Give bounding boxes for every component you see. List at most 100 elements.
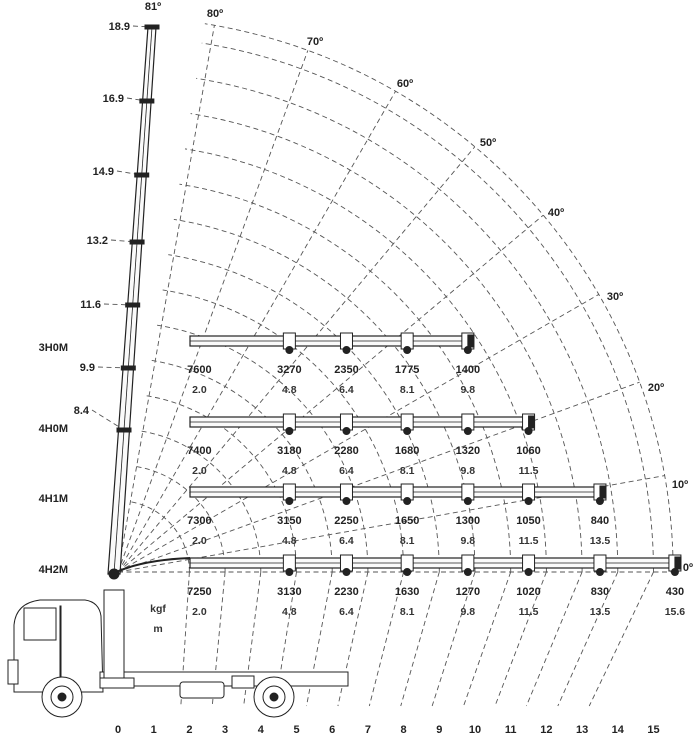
radius-value: 15.6 (665, 606, 686, 618)
radius-value: 11.5 (519, 606, 539, 618)
boom-cylinder (285, 427, 294, 435)
config-label: 4H1M (39, 493, 68, 505)
boom-cylinder (342, 568, 351, 576)
boom-section-joint (116, 427, 132, 433)
truck-box (231, 675, 255, 689)
boom-cylinder (403, 346, 412, 354)
x-tick-label: 6 (329, 724, 335, 736)
x-tick-label: 5 (293, 724, 299, 736)
angle-ray (117, 146, 476, 573)
unit-radius-label: m (153, 623, 162, 635)
load-value: 3270 (277, 364, 301, 376)
radius-value: 9.8 (461, 535, 476, 547)
reach-arc (134, 465, 226, 573)
load-value: 1270 (456, 586, 480, 598)
height-label: 8.4 (74, 405, 90, 417)
boom-cylinder (524, 568, 533, 576)
load-value: 3150 (277, 515, 301, 527)
angle-ray (117, 294, 599, 573)
angle-label: 40º (548, 207, 564, 219)
radius-value: 11.5 (519, 535, 539, 547)
boom-cylinder (403, 497, 412, 505)
boom-section-joint (129, 239, 145, 245)
angle-ray (117, 381, 640, 573)
height-leader (103, 303, 133, 306)
boom-cylinder (342, 497, 351, 505)
main-boom-line (113, 26, 153, 575)
load-value: 1400 (456, 364, 480, 376)
height-label: 18.9 (109, 21, 130, 33)
boom-section-joint (144, 24, 160, 30)
config-label: 3H0M (39, 342, 68, 354)
load-value: 2280 (334, 445, 358, 457)
boom-section-joint (120, 365, 136, 371)
height-label: 14.9 (93, 166, 114, 178)
load-value: 1320 (456, 445, 480, 457)
x-tick-label: 12 (540, 724, 552, 736)
boom-cylinder (524, 427, 533, 435)
x-tick-label: 9 (436, 724, 442, 736)
radius-value: 6.4 (339, 606, 354, 618)
config-label: 4H2M (39, 564, 68, 576)
reach-arc (140, 430, 262, 573)
radius-value: 8.1 (400, 606, 415, 618)
reach-arc (196, 77, 619, 573)
boom-cylinder (285, 346, 294, 354)
config-label: 4H0M (39, 423, 68, 435)
radius-value: 2.0 (192, 465, 207, 477)
angle-ray (117, 50, 309, 573)
radius-value: 8.1 (400, 384, 415, 396)
boom-cylinder (463, 568, 472, 576)
height-leader (132, 25, 153, 28)
load-value: 1300 (456, 515, 480, 527)
load-value: 840 (591, 515, 609, 527)
boom-cylinder (403, 427, 412, 435)
radius-value: 4.8 (282, 465, 297, 477)
angle-label: 10º (672, 479, 688, 491)
crane-column (103, 589, 125, 683)
load-value: 1060 (516, 445, 540, 457)
reach-arc-drop (525, 571, 583, 707)
boom-cylinder (670, 568, 679, 576)
truck-illustration (7, 589, 349, 718)
reach-arc (184, 148, 547, 573)
x-tick-label: 3 (222, 724, 228, 736)
radius-value: 9.8 (461, 606, 476, 618)
radius-value: 6.4 (339, 535, 354, 547)
cab-grille (7, 659, 19, 685)
crane-outrigger (99, 677, 135, 689)
load-value: 1775 (395, 364, 419, 376)
load-value: 7600 (187, 364, 211, 376)
boom-tip (528, 415, 536, 429)
radius-value: 6.4 (339, 384, 354, 396)
x-tick-label: 4 (258, 724, 265, 736)
x-tick-label: 1 (151, 724, 157, 736)
unit-load-label: kgf (150, 603, 166, 615)
cab-door-line (59, 605, 62, 685)
reach-arc (190, 113, 583, 573)
radius-value: 13.5 (590, 535, 611, 547)
rear-wheel (253, 676, 295, 718)
chart-labels: 81º80º70º60º50º40º30º20º10º0º18.916.914.… (39, 1, 693, 736)
angle-label: 60º (397, 78, 413, 90)
load-value: 830 (591, 586, 609, 598)
load-value: 3180 (277, 445, 301, 457)
load-value: 1050 (516, 515, 540, 527)
reach-arc-drop (400, 571, 440, 707)
boom-cylinder (285, 497, 294, 505)
reach-arc-drop (557, 571, 619, 707)
load-value: 430 (666, 586, 684, 598)
load-value: 1650 (395, 515, 419, 527)
boom-cylinder (342, 346, 351, 354)
reach-arc-drop (588, 571, 654, 707)
load-value: 7400 (187, 445, 211, 457)
boom-cylinder (463, 497, 472, 505)
load-value: 3130 (277, 586, 301, 598)
angle-label: 30º (607, 291, 623, 303)
boom-section-joint (139, 98, 155, 104)
front-wheel (41, 676, 83, 718)
angle-label: 50º (480, 137, 496, 149)
boom-cylinder (524, 497, 533, 505)
boom-section-joint (134, 172, 150, 178)
boom-cylinder (595, 497, 604, 505)
